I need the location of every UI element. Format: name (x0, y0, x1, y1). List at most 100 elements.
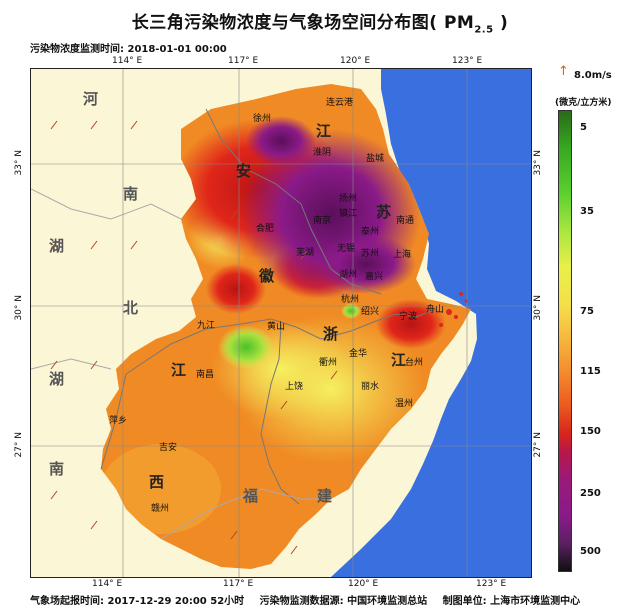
wind-arrow (90, 520, 98, 530)
lon-tick-top-4: 123° E (452, 56, 483, 66)
map-frame[interactable]: 河 南 湖 北 湖 南 安 徽 江 苏 浙 江 江 西 福 建 连云港 徐州 淮… (30, 68, 532, 578)
city-label: 宁波 (399, 310, 417, 322)
title-suffix: ) (493, 13, 509, 33)
province-label: 江 (391, 351, 406, 369)
pollution-map: 河 南 湖 北 湖 南 安 徽 江 苏 浙 江 江 西 福 建 连云港 徐州 淮… (31, 69, 531, 577)
colorbar-tick-115: 115 (580, 366, 601, 377)
city-label: 绍兴 (361, 305, 379, 317)
boundary-hubei-hunan (31, 358, 112, 370)
wind-arrow (290, 545, 298, 555)
city-label: 丽水 (361, 380, 379, 392)
wind-arrow (50, 120, 58, 130)
city-label: 舟山 (426, 303, 444, 315)
lon-tick-top-3: 120° E (340, 56, 371, 66)
city-label: 连云港 (326, 96, 353, 108)
province-label: 徽 (258, 267, 275, 285)
wind-arrow (300, 250, 308, 260)
lon-tick-bottom-1: 114° E (92, 579, 123, 589)
wind-arrow (50, 360, 58, 370)
city-label: 温州 (395, 398, 413, 409)
colorbar-tick-500: 500 (580, 546, 601, 557)
province-label: 湖 (49, 237, 64, 255)
boundary-henan-hubei (31, 188, 182, 220)
unit-label: (微克/立方米) (555, 98, 612, 108)
city-label: 盐城 (366, 152, 384, 164)
city-labels: 连云港 徐州 淮阴 盐城 扬州 镇江 南京 泰州 南通 合肥 芜湖 无锡 苏州 … (109, 96, 444, 514)
city-label: 无锡 (337, 243, 355, 254)
province-label: 西 (149, 473, 164, 491)
lon-tick-bottom-4: 123° E (476, 579, 507, 589)
city-label: 镇江 (339, 207, 357, 219)
pollution-purple-xuzhou (246, 116, 316, 166)
pollution-red-hefei-south (206, 264, 266, 314)
city-label: 台州 (405, 356, 423, 368)
city-label: 淮阴 (313, 147, 331, 158)
lat-tick-right-2: 30° N (533, 295, 543, 321)
title-pm: PM (443, 13, 475, 33)
island (464, 299, 468, 303)
colorbar-tick-250: 250 (580, 488, 601, 499)
boundary-fujian (160, 488, 331, 540)
data-source-label: 污染物监测数据源: 中国环境监测总站 (259, 596, 428, 607)
province-label: 福 (242, 487, 258, 505)
sea (331, 69, 531, 577)
city-label: 芜湖 (296, 246, 314, 258)
city-label: 扬州 (339, 192, 357, 204)
city-label: 赣州 (151, 502, 169, 514)
lat-tick-right-1: 33° N (533, 150, 543, 176)
island (446, 309, 452, 315)
province-label: 南 (123, 185, 138, 203)
city-label: 嘉兴 (365, 270, 383, 282)
province-label: 建 (317, 487, 333, 505)
title-subscript: 2.5 (474, 24, 494, 36)
wind-arrow (130, 240, 138, 250)
lat-tick-left-3: 27° N (14, 432, 24, 458)
wind-arrow (130, 120, 138, 130)
wind-arrow (90, 360, 98, 370)
province-label: 江 (316, 122, 331, 140)
pollution-purple-shanghai (316, 234, 416, 294)
boundary-anhui-jiangsu (205, 108, 382, 295)
city-label: 湖州 (339, 269, 357, 280)
province-label: 湖 (49, 370, 64, 388)
lon-tick-top-1: 114° E (112, 56, 143, 66)
wind-arrow (50, 240, 58, 250)
city-label: 徐州 (253, 112, 271, 124)
lon-tick-top-2: 117° E (228, 56, 259, 66)
weather-time-label: 气象场起报时间: 2017-12-29 20:00 52小时 (30, 596, 245, 607)
map-title: 长三角污染物浓度与气象场空间分布图( PM2.5 ) (0, 8, 640, 35)
colorbar (558, 110, 572, 572)
boundary-anhui-zhejiang (100, 308, 437, 470)
city-label: 南昌 (196, 368, 214, 380)
wind-legend: ↑ 8.0m/s (556, 64, 640, 94)
city-label: 苏州 (361, 247, 379, 259)
wind-arrow (330, 370, 338, 380)
colorbar-tick-75: 75 (580, 306, 594, 317)
city-label: 黄山 (267, 320, 285, 332)
title-prefix: 长三角污染物浓度与气象场空间分布图( (131, 13, 438, 33)
boundary-jiangxi-zhejiang (260, 323, 300, 505)
city-label: 杭州 (341, 293, 359, 305)
province-label: 浙 (323, 325, 338, 343)
islands (439, 292, 468, 327)
wind-arrow (90, 240, 98, 250)
city-label: 萍乡 (109, 415, 127, 426)
lat-tick-left-1: 33° N (14, 150, 24, 176)
wind-arrow (90, 120, 98, 130)
producer-label: 制图单位: 上海市环境监测中心 (442, 596, 581, 607)
footer: 气象场起报时间: 2017-12-29 20:00 52小时 污染物监测数据源:… (30, 592, 640, 607)
pollution-green-hangzhou (341, 303, 361, 319)
lon-tick-bottom-3: 120° E (348, 579, 379, 589)
lon-tick-bottom-2: 117° E (223, 579, 254, 589)
city-label: 上海 (393, 248, 411, 260)
lat-tick-right-3: 27° N (533, 432, 543, 458)
lat-tick-left-2: 30° N (14, 295, 24, 321)
province-label: 北 (123, 299, 138, 317)
pollution-orange-jiangxi (101, 444, 221, 534)
wind-arrow (50, 490, 58, 500)
province-label: 安 (236, 162, 251, 180)
colorbar-tick-5: 5 (580, 122, 587, 133)
monitoring-time-label: 污染物浓度监测时间: 2018-01-01 00:00 (30, 44, 227, 55)
city-label: 九江 (197, 320, 215, 331)
city-label: 衢州 (319, 356, 337, 368)
